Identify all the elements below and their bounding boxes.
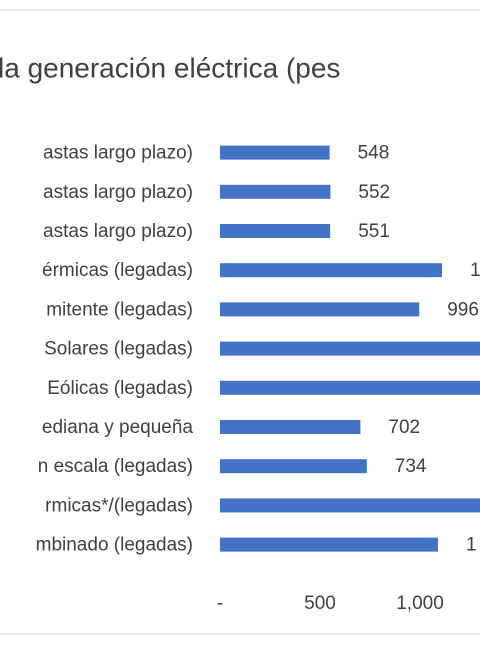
value-label: 996 (447, 299, 479, 320)
bar (220, 145, 330, 160)
bar (220, 302, 420, 317)
bar (220, 380, 480, 395)
y-tick-label: astas largo plazo) (43, 182, 193, 203)
bar (220, 224, 331, 238)
bar (220, 420, 361, 434)
bar (220, 459, 367, 474)
value-label: 1 (466, 535, 477, 556)
y-tick-label: astas largo plazo) (43, 143, 193, 164)
y-tick-label: rmicas*/(legadas) (45, 495, 193, 516)
chart-title: la generación eléctrica (pes (0, 52, 340, 83)
bar (220, 184, 331, 199)
chart-frame (0, 9, 480, 635)
value-label: 702 (388, 417, 420, 438)
bar (220, 341, 480, 356)
x-tick-label: 1,000 (396, 593, 444, 614)
value-label: 548 (358, 143, 390, 164)
bar (220, 498, 480, 513)
y-tick-label: n escala (legadas) (38, 456, 193, 477)
y-tick-label: mbinado (legadas) (36, 535, 193, 556)
x-tick-label: - (217, 593, 223, 614)
x-tick-label: 500 (304, 593, 336, 614)
y-tick-label: ediana y pequeña (42, 417, 194, 438)
bar (220, 537, 438, 552)
value-label: 552 (358, 182, 390, 203)
y-tick-label: astas largo plazo) (43, 221, 193, 242)
value-label: 1 (470, 260, 480, 281)
y-tick-label: mitente (legadas) (46, 299, 193, 320)
y-tick-label: érmicas (legadas) (42, 260, 193, 281)
bar (220, 263, 442, 278)
y-tick-label: Solares (legadas) (44, 339, 193, 360)
y-tick-label: Eólicas (legadas) (47, 378, 193, 399)
value-label: 734 (395, 456, 427, 477)
value-label: 551 (358, 221, 390, 242)
